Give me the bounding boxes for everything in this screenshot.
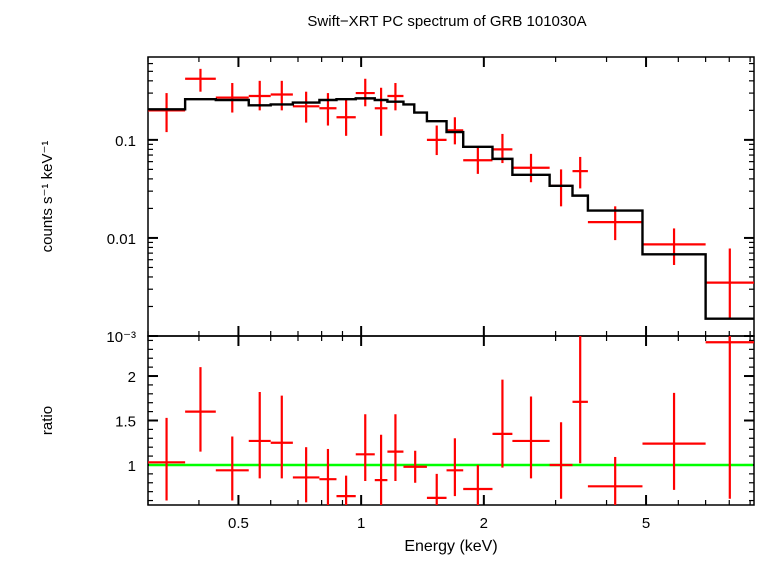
y-tick-label: 0.1 [115,133,136,150]
model-step-line [148,97,754,320]
x-tick-label: 5 [642,515,650,532]
y-tick-label: 10⁻³ [106,329,136,346]
x-tick-label: 2 [480,515,488,532]
y-tick-label: 2 [128,369,136,386]
ratio-panel-frame [147,335,755,506]
x-tick-label: 0.5 [228,515,249,532]
x-tick-label: 1 [357,515,365,532]
x-axis-label: Energy (keV) [404,538,497,555]
y-tick-label: 1 [128,458,136,475]
spectrum-y-axis-label: counts s⁻¹ keV⁻¹ [39,141,56,253]
chart-title: Swift−XRT PC spectrum of GRB 101030A [307,13,586,30]
y-tick-label: 1.5 [115,414,136,431]
y-tick-label: 0.01 [107,231,136,248]
ratio-y-axis-label: ratio [39,406,56,435]
